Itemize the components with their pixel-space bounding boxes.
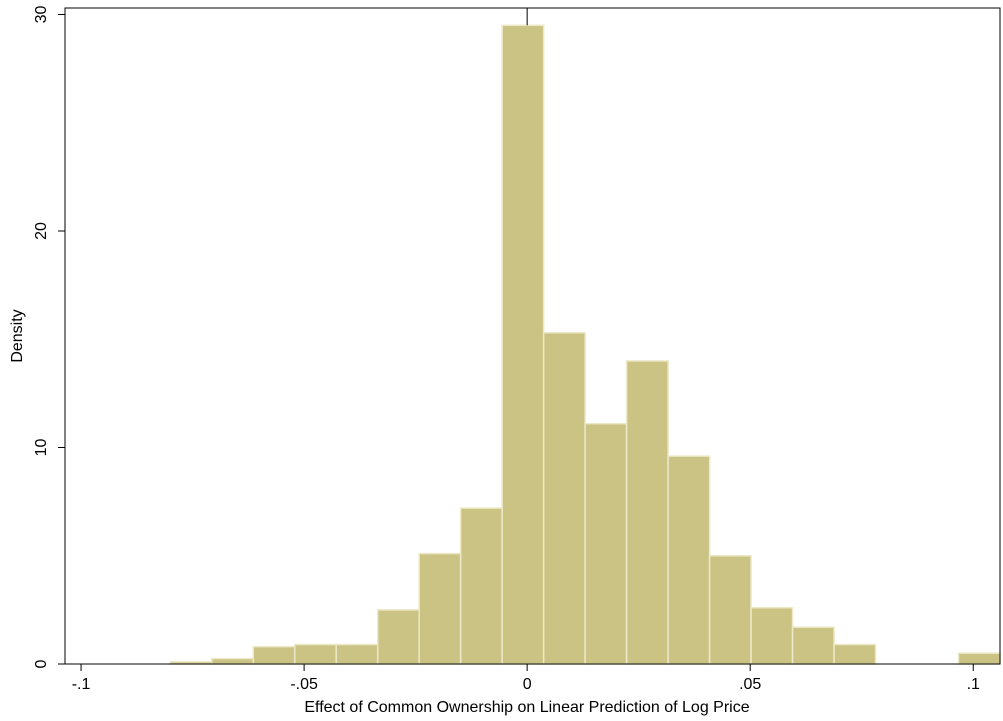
- x-tick-label: 0: [523, 676, 532, 693]
- x-axis-label: Effect of Common Ownership on Linear Pre…: [304, 699, 749, 716]
- bar: [791, 626, 835, 665]
- bar: [957, 652, 1001, 665]
- plot-frame: [64, 7, 1001, 665]
- x-tick-label: -.05: [290, 676, 318, 693]
- bar: [667, 455, 711, 665]
- bar: [833, 643, 877, 665]
- y-tick-label: 0: [33, 659, 50, 668]
- bar: [708, 554, 752, 665]
- bar: [376, 609, 420, 665]
- bar: [584, 422, 628, 665]
- y-tick-label: 20: [33, 222, 50, 240]
- y-tick-label: 10: [33, 438, 50, 456]
- bar: [542, 332, 586, 665]
- bar: [750, 606, 794, 665]
- bar: [418, 552, 462, 665]
- y-tick-label: 30: [33, 5, 50, 23]
- bar: [335, 643, 379, 665]
- bar: [459, 507, 503, 665]
- y-axis-label: Density: [9, 309, 26, 362]
- x-tick-label: -.1: [72, 676, 91, 693]
- bar: [501, 24, 545, 665]
- bar: [625, 360, 669, 665]
- bar: [252, 645, 296, 665]
- bar: [293, 643, 337, 665]
- x-tick-label: .1: [967, 676, 980, 693]
- x-tick-label: .05: [739, 676, 761, 693]
- bar: [211, 657, 254, 665]
